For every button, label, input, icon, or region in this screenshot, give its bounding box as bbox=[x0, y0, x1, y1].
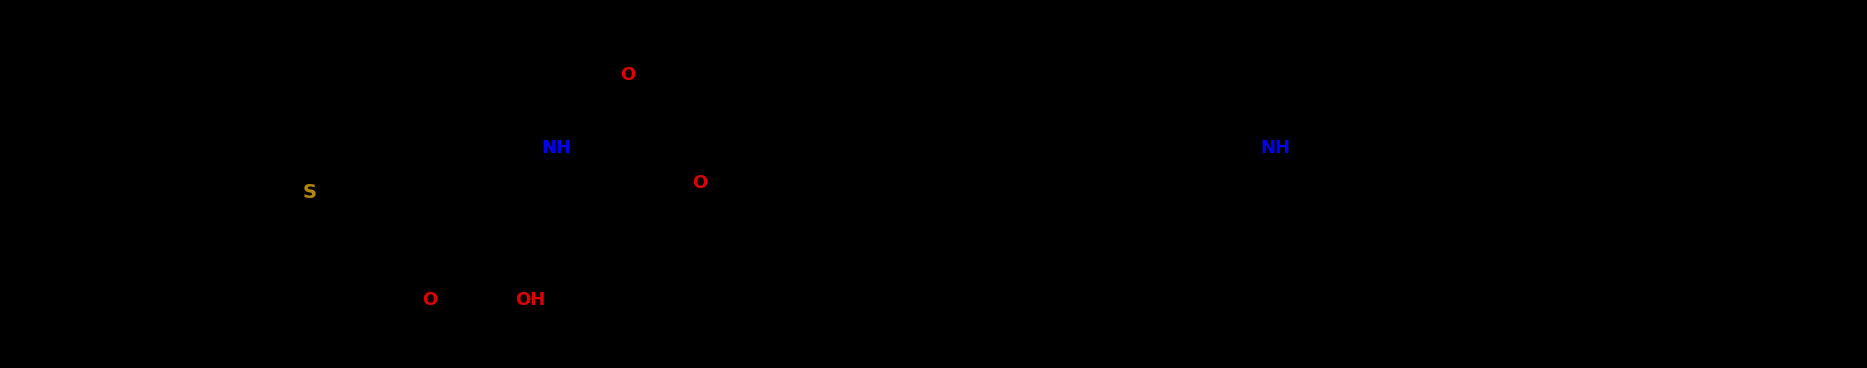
Text: O: O bbox=[620, 66, 635, 84]
Text: O: O bbox=[422, 291, 437, 309]
Text: OH: OH bbox=[515, 291, 545, 309]
Text: S: S bbox=[302, 183, 317, 202]
Text: O: O bbox=[693, 174, 708, 192]
Text: NH: NH bbox=[1260, 139, 1290, 157]
Text: NH: NH bbox=[541, 139, 571, 157]
